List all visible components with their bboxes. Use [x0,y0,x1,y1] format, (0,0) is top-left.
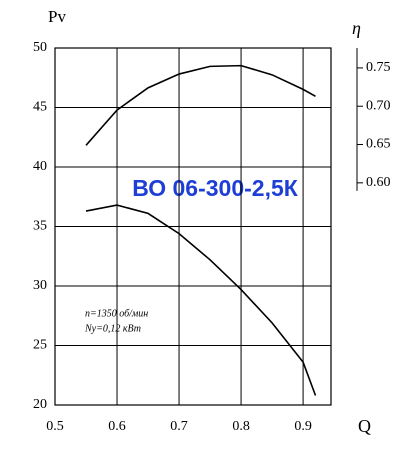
y-axis-label: Pv [48,7,66,26]
x-tick-label: 0.6 [108,419,126,434]
data-line [85,204,317,396]
x-tick-label: 0.5 [46,419,64,434]
y2-tick-label: 0.70 [366,98,391,113]
y-tick-label: 25 [33,338,47,353]
y-tick-label: 45 [33,100,47,115]
x-tick-label: 0.9 [294,419,312,434]
plot-frame [54,47,332,406]
y2-tick-label: 0.75 [366,60,391,75]
y-tick-label: 30 [33,278,47,293]
chart-title: ВО 06-300-2,5К [132,175,299,201]
x-axis-label: Q [358,416,371,436]
y-tick-label: 50 [33,40,47,55]
y-tick-label: 40 [33,159,47,174]
y2-tick-label: 0.65 [366,137,391,152]
x-tick-label: 0.8 [232,419,250,434]
y2-axis-label: η [352,18,361,38]
annotation: Ny=0,12 кВт [84,323,141,334]
y-tick-label: 20 [33,397,47,412]
data-line [85,64,316,146]
x-tick-label: 0.7 [170,419,188,434]
y2-tick-label: 0.60 [366,175,391,190]
y-tick-label: 35 [33,219,47,234]
